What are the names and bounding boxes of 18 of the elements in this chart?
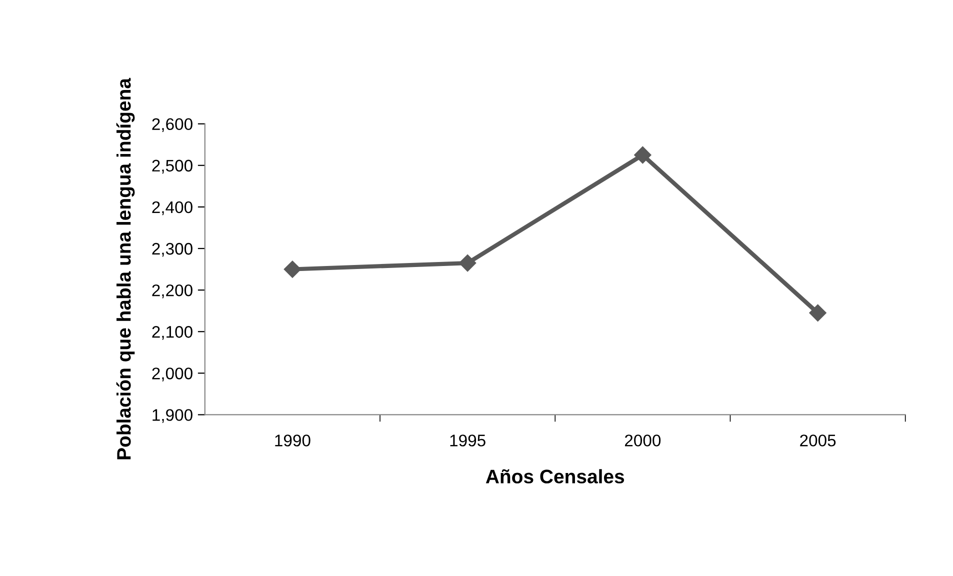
x-axis-title: Años Censales: [486, 469, 624, 484]
x-tick-label: 1990: [275, 434, 310, 446]
y-tick-label: 2,600: [152, 118, 192, 132]
y-tick-label: 2,400: [152, 201, 192, 216]
y-tick-label: 2,200: [152, 284, 192, 298]
y-tick-label: 2,500: [152, 160, 192, 174]
x-tick-label: 2000: [624, 434, 661, 446]
point: [284, 260, 302, 278]
y-tick-label: 2,100: [152, 326, 192, 340]
x-tick-label: 1995: [450, 434, 486, 446]
y-tick-label: 2,000: [152, 368, 192, 382]
point: [809, 304, 826, 322]
point: [459, 254, 476, 272]
y-tick-label: 1,900: [152, 409, 192, 423]
point: [634, 146, 652, 164]
x-tick-label: 2005: [800, 434, 836, 446]
y-axis-title: Población que habla una lengua indígena: [116, 78, 135, 460]
y-tick-label: 2,300: [152, 242, 192, 257]
